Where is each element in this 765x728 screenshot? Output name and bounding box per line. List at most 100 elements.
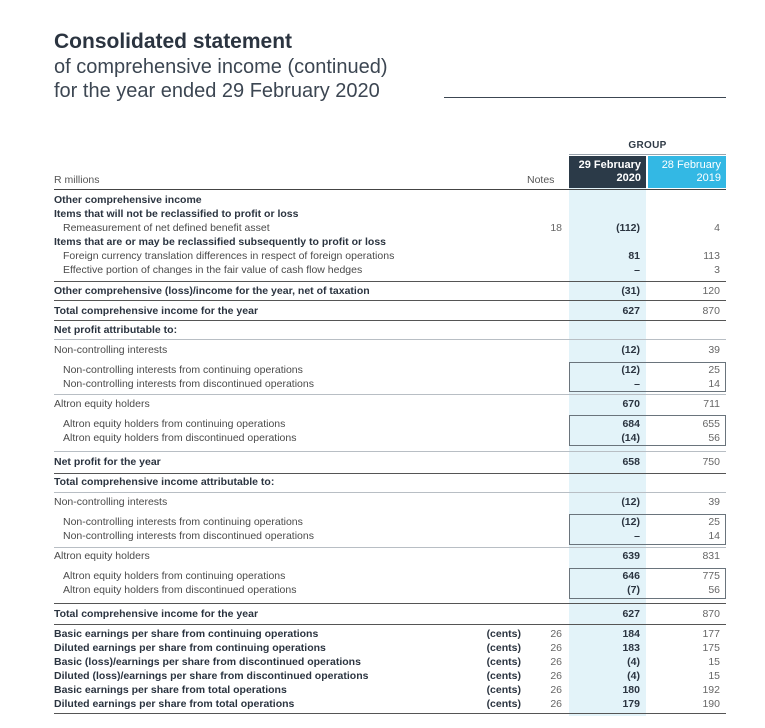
row-previous-value: 870	[702, 305, 720, 317]
table-row: Non-controlling interests from discontin…	[54, 377, 726, 391]
row-previous-value: 4	[714, 222, 720, 234]
row-previous-value: 15	[708, 670, 720, 682]
row-rule	[54, 624, 726, 625]
row-label: Non-controlling interests from continuin…	[63, 516, 303, 528]
table-row: Total comprehensive income for the year 6…	[54, 304, 726, 318]
row-current-value: (12)	[621, 344, 640, 356]
group-rule	[569, 154, 726, 155]
row-previous-value: 120	[702, 285, 720, 297]
previous-year-header: 28 February 2019	[648, 156, 726, 188]
table-row: Remeasurement of net defined benefit ass…	[54, 221, 726, 235]
row-previous-value: 39	[708, 496, 720, 508]
row-label: Altron equity holders from continuing op…	[63, 570, 286, 582]
row-previous-value: 113	[703, 250, 720, 262]
row-current-value: 627	[622, 305, 640, 317]
row-current-value: 183	[622, 642, 640, 654]
row-previous-value: 39	[708, 344, 720, 356]
row-previous-value: 775	[702, 570, 720, 582]
row-current-value: 81	[628, 250, 640, 262]
row-previous-value: 56	[708, 584, 720, 596]
row-note: 26	[550, 628, 562, 640]
row-rule	[54, 320, 726, 321]
row-previous-value: 192	[702, 684, 720, 696]
row-unit: (cents)	[486, 698, 521, 710]
table-row: Altron equity holders from continuing op…	[54, 569, 726, 583]
row-current-value: –	[634, 378, 640, 390]
row-current-value: (4)	[627, 656, 640, 668]
table-row: Other comprehensive income	[54, 193, 726, 207]
row-previous-value: 25	[708, 364, 720, 376]
table-row: Altron equity holders from continuing op…	[54, 417, 726, 431]
row-label: Diluted earnings per share from total op…	[54, 698, 295, 710]
table-row: Other comprehensive (loss)/income for th…	[54, 284, 726, 298]
row-label: Altron equity holders from discontinued …	[63, 432, 297, 444]
row-label: Non-controlling interests	[54, 496, 168, 508]
header-rule	[54, 189, 726, 190]
row-current-value: 184	[622, 628, 640, 640]
row-label: Diluted earnings per share from continui…	[54, 642, 326, 654]
previous-year-header-line2: 2019	[696, 172, 721, 184]
table-row: Non-controlling interests from discontin…	[54, 529, 726, 543]
row-current-value: 179	[622, 698, 640, 710]
row-previous-value: 177	[702, 628, 720, 640]
row-current-value: (12)	[621, 516, 640, 528]
row-unit: (cents)	[486, 670, 521, 682]
row-current-value: (112)	[616, 222, 640, 234]
table-row: Diluted (loss)/earnings per share from d…	[54, 669, 726, 683]
row-unit: (cents)	[486, 656, 521, 668]
table-row: Net profit attributable to:	[54, 323, 726, 337]
row-unit: (cents)	[486, 642, 521, 654]
row-current-value: 658	[622, 456, 640, 468]
table-row: Foreign currency translation differences…	[54, 249, 726, 263]
row-previous-value: 190	[702, 698, 720, 710]
table-row: Net profit for the year 658 750	[54, 455, 726, 469]
row-rule	[54, 603, 726, 604]
row-label: Altron equity holders from continuing op…	[63, 418, 286, 430]
table-row: Altron equity holders from discontinued …	[54, 583, 726, 597]
row-note: 26	[550, 670, 562, 682]
row-rule	[54, 451, 726, 452]
row-label: Non-controlling interests from discontin…	[63, 378, 314, 390]
current-year-header-line1: 29 February	[578, 159, 641, 171]
current-year-band	[569, 156, 646, 716]
row-current-value: (12)	[621, 496, 640, 508]
row-rule	[54, 713, 726, 714]
row-label: Items that are or may be reclassified su…	[54, 236, 387, 248]
table-row: Basic earnings per share from continuing…	[54, 627, 726, 641]
row-label: Total comprehensive income for the year	[54, 305, 259, 317]
row-label: Non-controlling interests from discontin…	[63, 530, 314, 542]
table-row: Altron equity holders 670 711	[54, 397, 726, 411]
table-row: Non-controlling interests from continuin…	[54, 363, 726, 377]
subtotal-box	[569, 415, 726, 446]
table-row: Non-controlling interests (12) 39	[54, 343, 726, 357]
row-label: Altron equity holders from discontinued …	[63, 584, 297, 596]
row-current-value: 684	[622, 418, 640, 430]
table-row: Non-controlling interests (12) 39	[54, 495, 726, 509]
row-label: Remeasurement of net defined benefit ass…	[63, 222, 270, 234]
row-label: Basic (loss)/earnings per share from dis…	[54, 656, 361, 668]
row-previous-value: 15	[708, 656, 720, 668]
row-previous-value: 14	[708, 378, 720, 390]
row-current-value: (12)	[621, 364, 640, 376]
subtotal-box	[569, 362, 726, 392]
row-current-value: 670	[622, 398, 640, 410]
previous-year-header-line1: 28 February	[661, 159, 721, 171]
row-label: Non-controlling interests from continuin…	[63, 364, 303, 376]
row-previous-value: 711	[703, 398, 720, 410]
row-current-value: 639	[622, 550, 640, 562]
table-row: Non-controlling interests from continuin…	[54, 515, 726, 529]
table-row: Basic earnings per share from total oper…	[54, 683, 726, 697]
page-subtitle: of comprehensive income (continued)	[54, 56, 388, 78]
row-previous-value: 25	[708, 516, 720, 528]
page-subtitle-period: for the year ended 29 February 2020	[54, 80, 380, 102]
row-current-value: (14)	[621, 432, 640, 444]
row-note: 26	[550, 698, 562, 710]
title-rule	[444, 97, 726, 98]
row-note: 18	[550, 222, 562, 234]
row-label: Non-controlling interests	[54, 344, 168, 356]
row-unit: (cents)	[486, 628, 521, 640]
row-previous-value: 750	[702, 456, 720, 468]
row-current-value: 180	[622, 684, 640, 696]
row-current-value: 627	[622, 608, 640, 620]
table-row: Diluted earnings per share from total op…	[54, 697, 726, 711]
